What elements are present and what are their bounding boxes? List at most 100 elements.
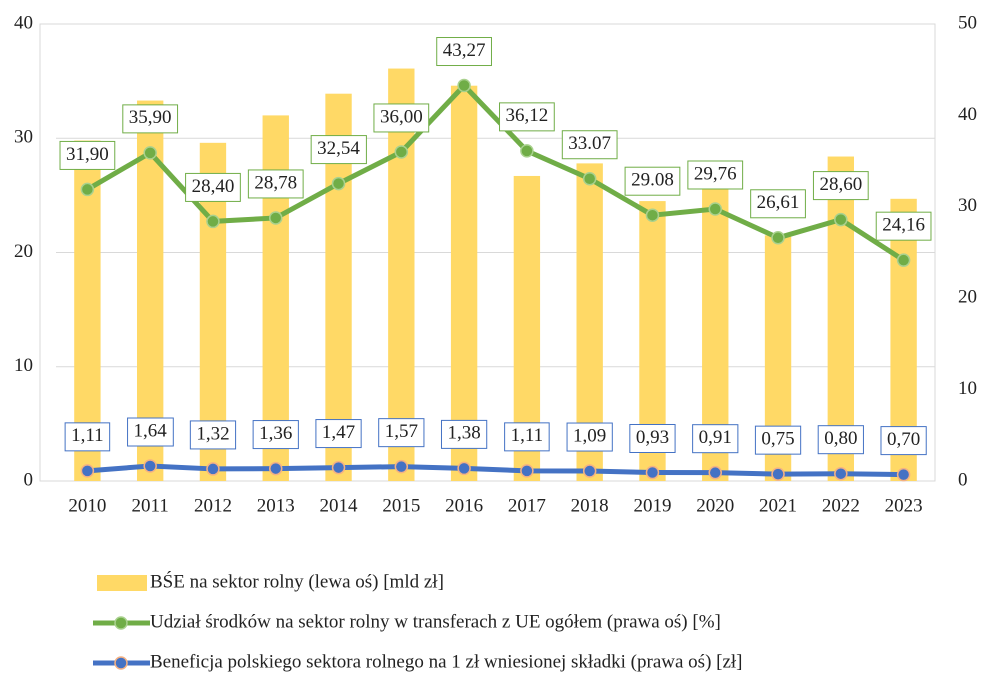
marker — [834, 466, 848, 481]
x-tick-label: 2012 — [194, 495, 232, 516]
x-tick-label: 2021 — [759, 495, 797, 516]
data-label-text: 1,57 — [385, 421, 418, 442]
marker — [331, 176, 346, 191]
data-label-text: 0,70 — [887, 429, 920, 450]
data-label: 0,70 — [880, 426, 927, 456]
marker — [80, 464, 95, 478]
data-label: 29.08 — [624, 166, 681, 196]
data-label: 28,40 — [185, 172, 241, 202]
label-box — [750, 189, 806, 219]
data-label-text: 1,47 — [322, 422, 355, 443]
label-box — [185, 172, 241, 202]
data-label: 1,64 — [127, 417, 174, 447]
data-label-text: 29,76 — [694, 163, 737, 184]
x-tick-label: 2022 — [822, 495, 860, 516]
data-label: 1,09 — [566, 422, 613, 452]
data-label: 1,11 — [64, 422, 111, 452]
label-box — [64, 422, 111, 452]
label-box — [687, 160, 744, 190]
data-label: 32,54 — [310, 135, 367, 165]
x-tick-label: 2017 — [508, 495, 546, 516]
marker — [520, 464, 534, 478]
data-label: 0,91 — [692, 424, 739, 454]
legend-label: Udział środków na sektor rolny w transfe… — [150, 611, 721, 632]
data-label-text: 36,12 — [506, 105, 549, 126]
data-label-text: 1,64 — [134, 420, 168, 441]
data-label: 1,57 — [378, 418, 425, 448]
data-label: 24,16 — [875, 211, 932, 241]
marker — [394, 459, 409, 474]
data-label-text: 29.08 — [631, 170, 674, 191]
label-box — [252, 420, 299, 450]
data-label-text: 28,60 — [819, 174, 862, 195]
data-label: 0,93 — [629, 423, 676, 453]
marker — [771, 231, 785, 245]
data-label: 1,36 — [252, 420, 299, 450]
label-box — [499, 102, 555, 132]
data-label-text: 28,78 — [254, 172, 297, 193]
x-tick-label: 2018 — [571, 495, 609, 516]
data-label: 31,90 — [59, 140, 116, 170]
label-box — [692, 424, 739, 454]
x-tick-label: 2016 — [445, 495, 483, 516]
legend-marker — [114, 616, 128, 630]
legend-label: BŚE na sektor rolny (lewa oś) [mld zł] — [150, 570, 444, 592]
label-box — [310, 135, 367, 165]
marker — [582, 464, 597, 478]
label-box — [629, 423, 676, 453]
label-box — [504, 422, 550, 452]
marker — [394, 145, 409, 159]
marker — [143, 459, 157, 473]
marker — [206, 214, 220, 229]
data-label: 29,76 — [687, 160, 744, 190]
y-tick-label: 0 — [24, 469, 34, 490]
marker — [269, 211, 283, 225]
plot-border — [39, 23, 936, 482]
data-label-text: 0,75 — [761, 429, 794, 450]
label-box — [875, 211, 932, 241]
data-label-text: 32,54 — [317, 138, 360, 159]
data-label-text: 24,16 — [882, 215, 925, 236]
label-box — [378, 418, 425, 448]
data-label-text: 0,93 — [636, 427, 669, 448]
label-box — [122, 104, 179, 134]
marker — [708, 465, 722, 480]
data-label: 43,27 — [436, 37, 492, 67]
legend-marker — [114, 656, 128, 670]
y2-tick-label: 20 — [958, 287, 977, 308]
marker — [80, 182, 95, 197]
label-box — [754, 425, 802, 455]
y-tick-label: 20 — [14, 241, 33, 262]
label-box — [436, 37, 492, 67]
data-label-text: 31,90 — [66, 144, 109, 165]
marker — [520, 144, 534, 158]
data-label: 35,90 — [122, 104, 179, 134]
marker — [457, 461, 471, 476]
y2-tick-label: 40 — [958, 104, 977, 125]
x-tick-label: 2013 — [257, 495, 295, 516]
y-tick-label: 30 — [14, 127, 33, 148]
marker — [582, 171, 597, 186]
data-label-text: 1,11 — [511, 425, 544, 446]
legend-label: Beneficja polskiego sektora rolnego na 1… — [150, 651, 743, 672]
marker — [834, 212, 848, 227]
label-box — [189, 420, 237, 450]
data-label-text: 0,80 — [824, 428, 857, 449]
label-box — [817, 425, 864, 455]
label-box — [561, 130, 618, 160]
y-tick-label: 10 — [14, 355, 33, 376]
marker — [645, 208, 660, 222]
data-label-text: 1,38 — [447, 423, 480, 444]
x-tick-label: 2010 — [68, 495, 106, 516]
line — [87, 463, 904, 478]
data-label: 1,47 — [315, 419, 362, 449]
marker — [331, 460, 346, 475]
x-tick-label: 2015 — [382, 495, 420, 516]
y2-tick-label: 10 — [958, 378, 977, 399]
label-box — [812, 171, 869, 201]
label-box — [315, 419, 362, 449]
y-tick-label: 40 — [14, 12, 33, 33]
line — [86, 81, 905, 263]
data-label-text: 1,36 — [259, 423, 292, 444]
